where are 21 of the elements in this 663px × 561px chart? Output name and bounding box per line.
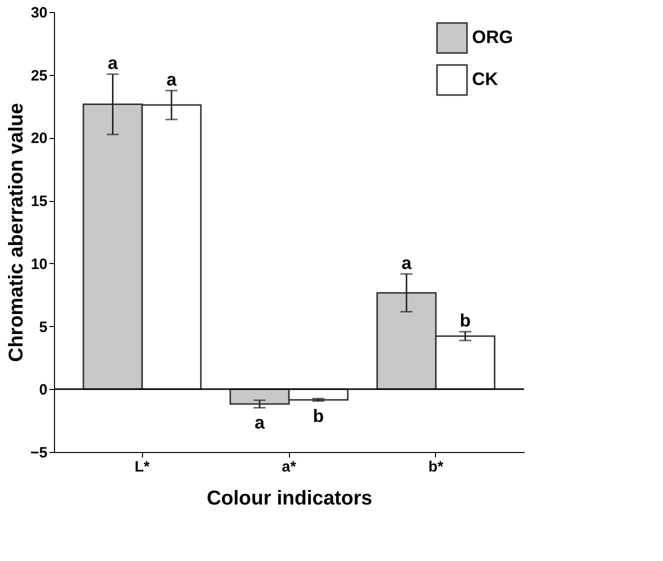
y-tick-label: 10 — [30, 256, 48, 273]
y-tick-label: 30 — [30, 4, 48, 22]
legend-label: ORG — [472, 27, 514, 47]
y-tick-label: 20 — [30, 130, 48, 148]
y-axis-title: Chromatic aberration value — [5, 103, 28, 362]
annotation: a — [254, 412, 266, 433]
y-tick-label: 5 — [39, 318, 48, 336]
annotation: b — [312, 406, 324, 426]
x-tick-label: b* — [428, 458, 444, 476]
y-tick-label: 0 — [39, 382, 48, 399]
y-tick-label: 15 — [30, 193, 48, 210]
x-tick-label: a* — [282, 458, 296, 476]
annotation: a — [108, 53, 119, 74]
x-tick-label: L* — [134, 458, 150, 476]
x-axis-title: Colour indicators — [206, 488, 372, 510]
legend-label: CK — [472, 69, 498, 89]
annotation: a — [166, 70, 178, 90]
annotation: a — [401, 252, 412, 273]
y-tick-label: 25 — [30, 67, 48, 84]
y-tick-label: −5 — [30, 444, 48, 462]
annotation: b — [460, 310, 471, 331]
